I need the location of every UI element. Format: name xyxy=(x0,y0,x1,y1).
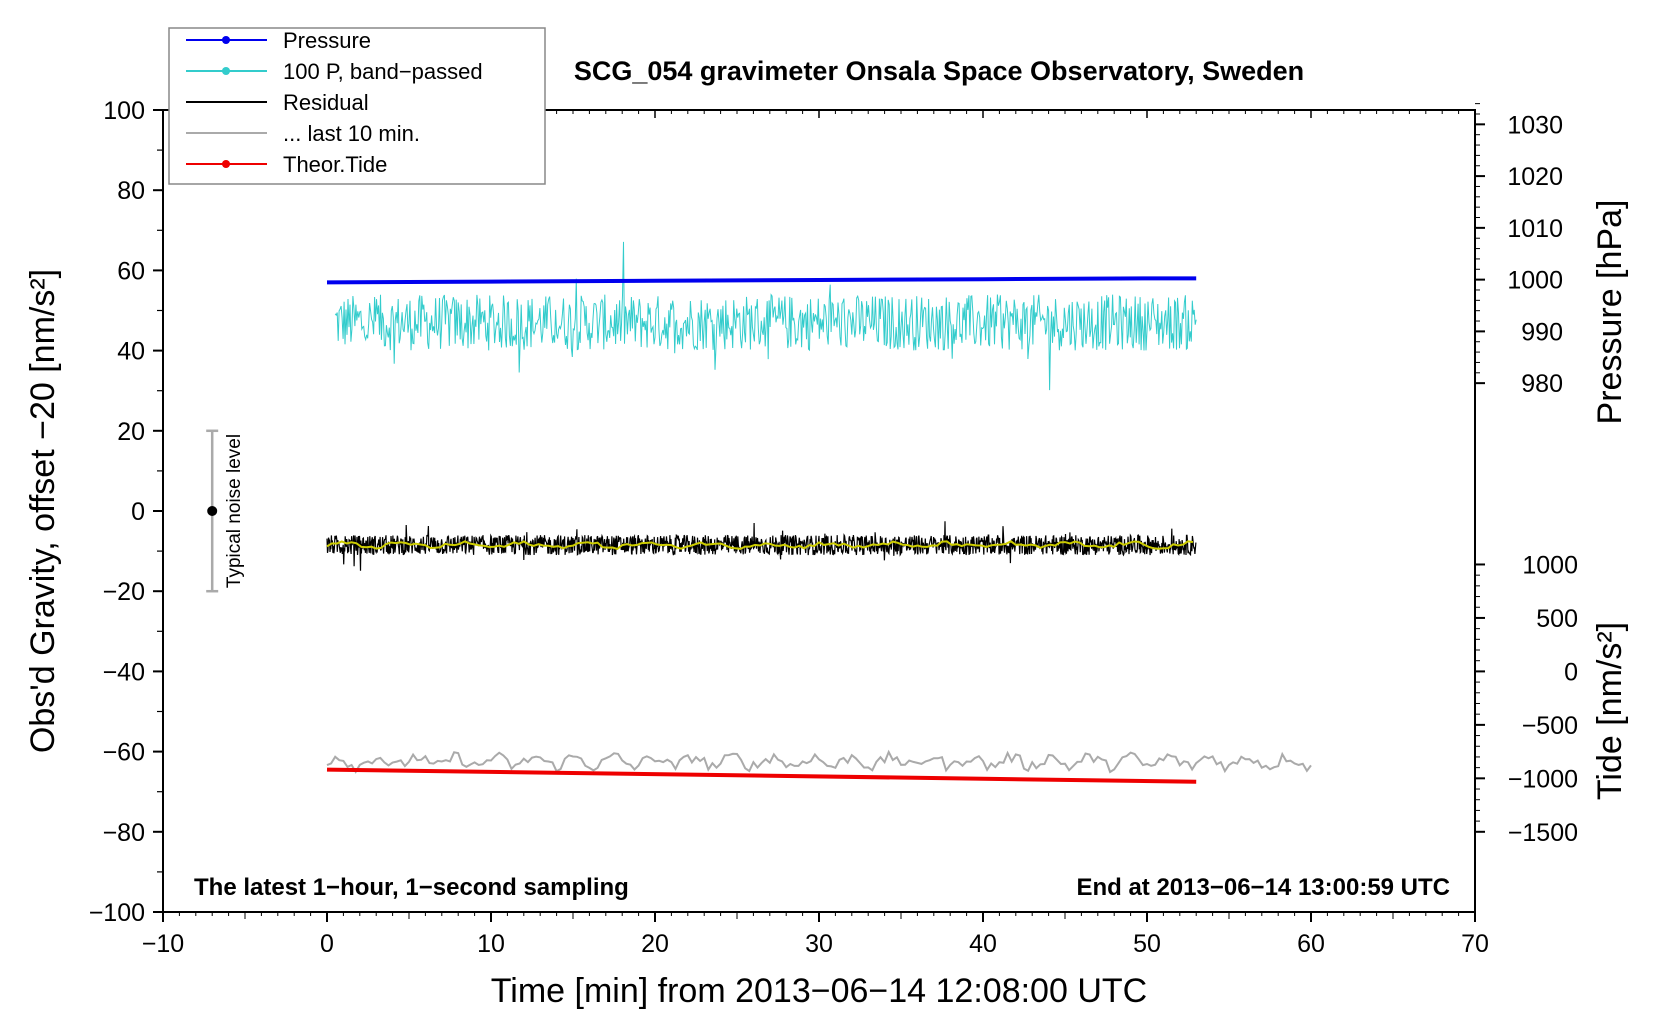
chart-title: SCG_054 gravimeter Onsala Space Observat… xyxy=(574,56,1304,86)
legend-items: Pressure 100 P, band−passed Residual ... la… xyxy=(186,28,483,177)
x-tick-label: 60 xyxy=(1297,930,1325,958)
noise-bar: Typical noise level xyxy=(206,429,245,593)
legend-label: Pressure xyxy=(283,28,371,53)
y-tick-label: 0 xyxy=(131,498,145,526)
tide-tick-label: −500 xyxy=(1522,712,1578,740)
x-tick-label: −10 xyxy=(142,930,184,958)
x-axis-title: Time [min] from 2013−06−14 12:08:00 UTC xyxy=(491,972,1147,1010)
x-tick-label: 20 xyxy=(641,930,669,958)
y-tick-label: −60 xyxy=(103,739,145,767)
pressure-tick-label: 1010 xyxy=(1507,215,1563,243)
legend-item: Theor.Tide xyxy=(186,152,387,177)
legend: Pressure 100 P, band−passed Residual ... la… xyxy=(168,27,546,185)
series-theor-tide-line xyxy=(326,767,1197,784)
tide-tick-label: 1000 xyxy=(1522,551,1578,579)
pressure-tick-label: 990 xyxy=(1521,318,1563,346)
x-tick-label: 70 xyxy=(1461,930,1489,958)
pressure-tick-label: 1030 xyxy=(1507,111,1563,139)
y-tick-label: 20 xyxy=(117,418,145,446)
legend-label: ... last 10 min. xyxy=(283,121,420,146)
series-last-10-min-line xyxy=(326,749,1312,774)
legend-item: Pressure xyxy=(186,28,371,53)
series-layer xyxy=(326,241,1312,784)
y-tick-label: −80 xyxy=(103,819,145,847)
legend-item: Residual xyxy=(186,90,369,115)
legend-marker xyxy=(222,36,230,44)
y-tick-label: −100 xyxy=(89,899,145,927)
legend-marker xyxy=(222,160,230,168)
series-residual-line xyxy=(326,521,1197,571)
x-tick-label: 0 xyxy=(320,930,334,958)
legend-marker xyxy=(222,67,230,75)
pressure-tick-label: 1000 xyxy=(1507,267,1563,295)
x-tick-label: 30 xyxy=(805,930,833,958)
tide-axis-title: Tide [nm/s²] xyxy=(1591,622,1629,800)
legend-item: ... last 10 min. xyxy=(186,121,420,146)
plot-frame xyxy=(162,109,1476,913)
annotation-right: End at 2013−06−14 13:00:59 UTC xyxy=(1076,874,1450,901)
series-pressure-line xyxy=(326,276,1197,285)
tide-tick-label: 500 xyxy=(1536,605,1578,633)
legend-box xyxy=(168,27,546,185)
legend-label: Residual xyxy=(283,90,369,115)
ticks-layer: −10 0 10 20 30 40 50 60 70100806040200−20−40−60−… xyxy=(89,97,1578,958)
y-tick-label: 100 xyxy=(103,97,145,125)
series-smoothed-residual-line xyxy=(326,540,1194,551)
pressure-tick-label: 980 xyxy=(1521,370,1563,398)
legend-label: 100 P, band−passed xyxy=(283,59,483,84)
y-tick-label: 60 xyxy=(117,257,145,285)
x-tick-label: 10 xyxy=(477,930,505,958)
pressure-axis-title: Pressure [hPa] xyxy=(1591,200,1629,425)
tide-tick-label: −1000 xyxy=(1508,765,1578,793)
legend-label: Theor.Tide xyxy=(283,152,387,177)
tide-tick-label: −1500 xyxy=(1508,819,1578,847)
y-axis-title: Obs'd Gravity, offset −20 [nm/s²] xyxy=(24,269,62,753)
noise-bar-center-dot xyxy=(207,506,218,516)
series-bandpassed-pressure-line xyxy=(334,241,1197,391)
y-tick-label: −40 xyxy=(103,658,145,686)
annotation-left: The latest 1−hour, 1−second sampling xyxy=(194,874,629,901)
noise-bar-label: Typical noise level xyxy=(224,434,245,588)
tide-tick-label: 0 xyxy=(1564,658,1578,686)
y-tick-label: 80 xyxy=(117,177,145,205)
legend-item: 100 P, band−passed xyxy=(186,59,483,84)
x-tick-label: 50 xyxy=(1133,930,1161,958)
y-tick-label: −20 xyxy=(103,578,145,606)
y-tick-label: 40 xyxy=(117,338,145,366)
pressure-tick-label: 1020 xyxy=(1507,163,1563,191)
x-tick-label: 40 xyxy=(969,930,997,958)
